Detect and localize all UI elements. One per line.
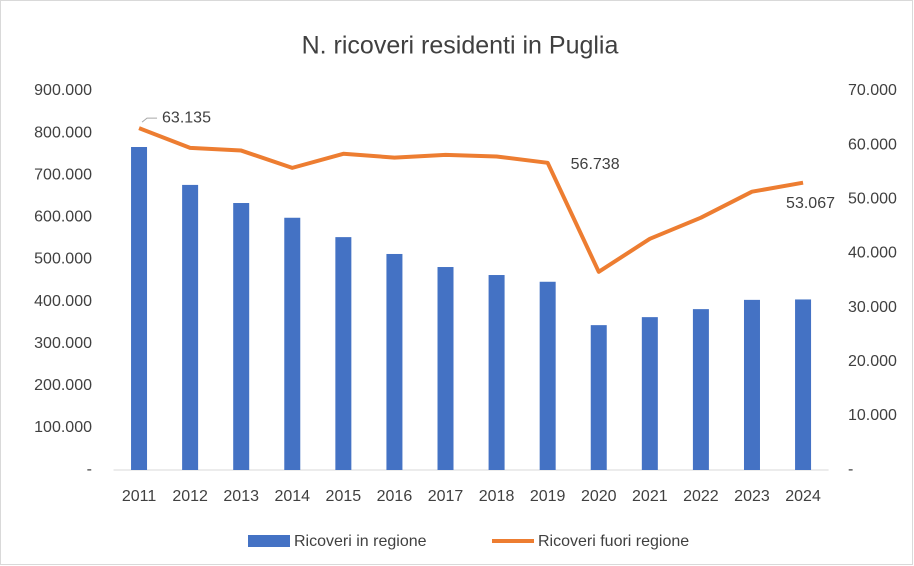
y2-tick-label: 70.000 bbox=[848, 82, 897, 99]
y-tick-label: 100.000 bbox=[34, 419, 92, 436]
x-tick-label: 2013 bbox=[223, 488, 259, 505]
chart-title: N. ricoveri residenti in Puglia bbox=[302, 32, 619, 60]
bar bbox=[182, 184, 199, 470]
bar bbox=[641, 317, 658, 470]
data-label: 63.135 bbox=[162, 109, 211, 126]
bar bbox=[284, 217, 301, 470]
x-tick-label: 2022 bbox=[683, 488, 719, 505]
bar bbox=[795, 299, 812, 470]
y-tick-label: 300.000 bbox=[34, 335, 92, 352]
x-tick-label: 2020 bbox=[581, 488, 617, 505]
legend-swatch bbox=[248, 535, 290, 547]
y-tick-label: 900.000 bbox=[34, 82, 92, 99]
y2-tick-label: 60.000 bbox=[848, 136, 897, 153]
y-tick-label: 600.000 bbox=[34, 209, 92, 226]
bar bbox=[386, 253, 403, 470]
y2-tick-label: - bbox=[848, 461, 853, 478]
bar bbox=[233, 203, 250, 470]
bar bbox=[743, 299, 760, 470]
x-tick-label: 2011 bbox=[122, 488, 157, 505]
x-tick-label: 2015 bbox=[326, 488, 362, 505]
x-tick-label: 2016 bbox=[377, 488, 413, 505]
bar bbox=[539, 281, 556, 470]
data-label: 56.738 bbox=[571, 156, 620, 173]
bar bbox=[437, 267, 454, 470]
y-tick-label: 500.000 bbox=[34, 251, 92, 268]
y2-tick-label: 10.000 bbox=[848, 407, 897, 424]
legend-label: Ricoveri fuori regione bbox=[538, 533, 689, 550]
y-tick-label: 700.000 bbox=[34, 166, 92, 183]
bar bbox=[488, 275, 505, 470]
bar bbox=[590, 325, 607, 470]
x-tick-label: 2024 bbox=[785, 488, 821, 505]
y2-tick-label: 20.000 bbox=[848, 353, 897, 370]
y-tick-label: 400.000 bbox=[34, 293, 92, 310]
leader-line bbox=[141, 117, 158, 123]
x-tick-label: 2018 bbox=[479, 488, 515, 505]
y2-tick-label: 30.000 bbox=[848, 299, 897, 316]
data-label: 53.067 bbox=[786, 195, 835, 212]
x-tick-label: 2012 bbox=[172, 488, 208, 505]
x-tick-label: 2014 bbox=[274, 488, 310, 505]
x-tick-label: 2017 bbox=[428, 488, 464, 505]
bar bbox=[692, 309, 709, 470]
x-tick-label: 2023 bbox=[734, 488, 770, 505]
x-tick-label: 2019 bbox=[530, 488, 566, 505]
y-tick-label: 200.000 bbox=[34, 377, 92, 394]
y-tick-label: 800.000 bbox=[34, 124, 92, 141]
bar bbox=[335, 237, 352, 470]
y2-tick-label: 40.000 bbox=[848, 245, 897, 262]
x-tick-label: 2021 bbox=[632, 488, 668, 505]
bar bbox=[131, 147, 148, 470]
line bbox=[138, 126, 804, 274]
y2-tick-label: 50.000 bbox=[848, 191, 897, 208]
legend-label: Ricoveri in regione bbox=[294, 533, 427, 550]
y-tick-label: - bbox=[87, 461, 92, 478]
